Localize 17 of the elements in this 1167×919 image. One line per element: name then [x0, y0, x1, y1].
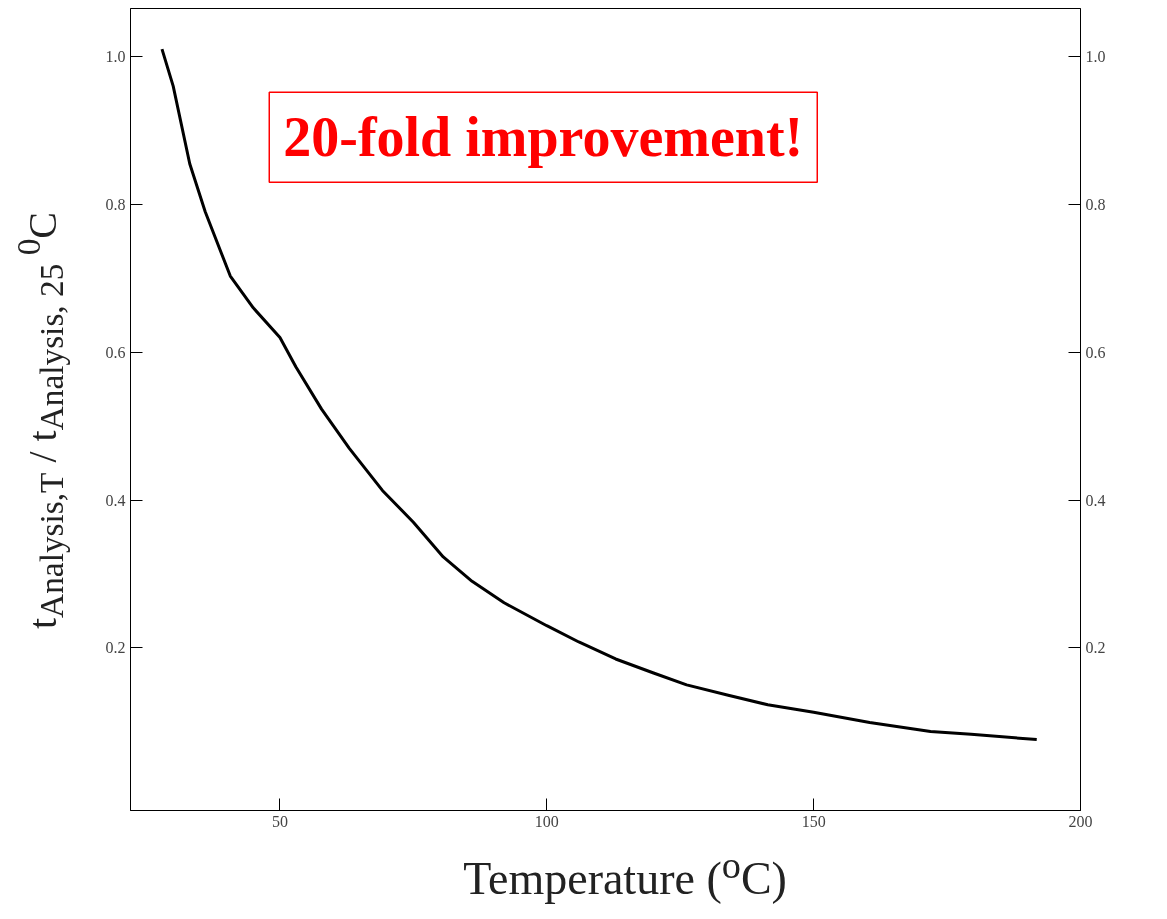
y-tick-label: 0.8 — [105, 195, 126, 213]
y2-tick-label: 0.2 — [1085, 639, 1106, 657]
x-tick-label: 100 — [534, 812, 559, 830]
y-tick-label: 0.4 — [105, 491, 126, 509]
y-tick-label: 0.2 — [105, 639, 126, 657]
y2-tick-label: 0.8 — [1085, 195, 1106, 213]
x-axis-title: Temperature ($^{o}$C) — [463, 843, 787, 907]
annotation: 20-fold improvement! — [283, 106, 804, 169]
y-tick-label: 1.0 — [105, 48, 126, 66]
y-tick-label: 0.6 — [105, 343, 126, 361]
x-tick-label: 200 — [1068, 812, 1093, 830]
y2-tick-label: 0.6 — [1085, 343, 1106, 361]
y2-tick-label: 0.4 — [1085, 491, 1106, 509]
line-series — [160, 47, 1039, 742]
x-tick-label: 50 — [271, 812, 288, 830]
y2-tick-label: 1.0 — [1085, 48, 1106, 66]
x-tick-label: 150 — [801, 812, 826, 830]
